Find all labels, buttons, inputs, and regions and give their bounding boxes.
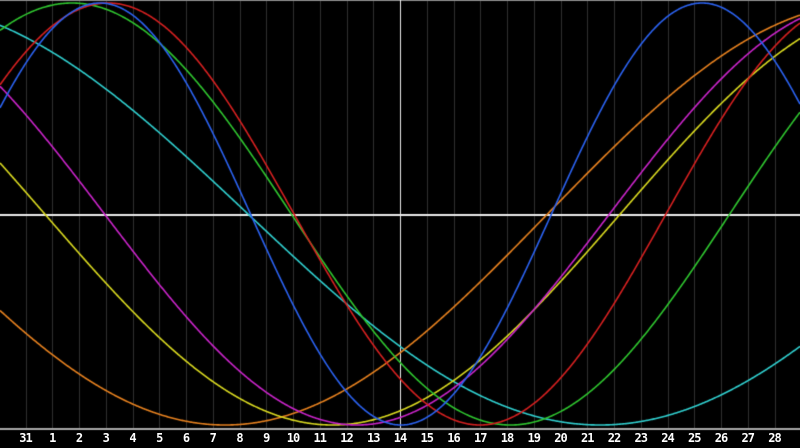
chart-plot-canvas: [0, 0, 800, 448]
biorhythm-chart: 31 1 2 3 4 5 6 7 8 9 10 11 12 13 14 15 16 17 18 19 20 21 22 23 2…: [0, 0, 800, 448]
